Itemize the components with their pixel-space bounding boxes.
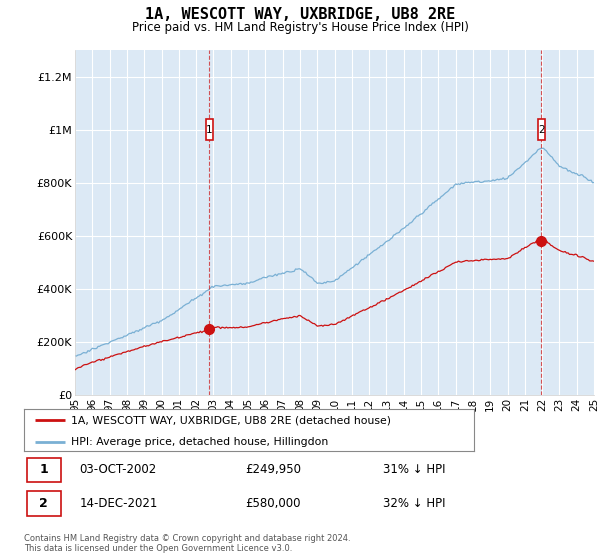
Text: HPI: Average price, detached house, Hillingdon: HPI: Average price, detached house, Hill… — [71, 437, 329, 446]
FancyBboxPatch shape — [27, 458, 61, 482]
Text: Price paid vs. HM Land Registry's House Price Index (HPI): Price paid vs. HM Land Registry's House … — [131, 21, 469, 34]
Text: 1A, WESCOTT WAY, UXBRIDGE, UB8 2RE: 1A, WESCOTT WAY, UXBRIDGE, UB8 2RE — [145, 7, 455, 22]
Text: 2: 2 — [538, 125, 545, 135]
Text: 1: 1 — [40, 463, 48, 477]
Text: £249,950: £249,950 — [245, 463, 301, 477]
Text: 31% ↓ HPI: 31% ↓ HPI — [383, 463, 445, 477]
Text: 32% ↓ HPI: 32% ↓ HPI — [383, 497, 445, 510]
Text: £580,000: £580,000 — [245, 497, 301, 510]
FancyBboxPatch shape — [27, 491, 61, 516]
Text: 03-OCT-2002: 03-OCT-2002 — [79, 463, 157, 477]
Bar — [538, 119, 545, 141]
Text: 1: 1 — [206, 125, 212, 135]
Text: 2: 2 — [40, 497, 48, 510]
Text: 1A, WESCOTT WAY, UXBRIDGE, UB8 2RE (detached house): 1A, WESCOTT WAY, UXBRIDGE, UB8 2RE (deta… — [71, 415, 391, 425]
Text: Contains HM Land Registry data © Crown copyright and database right 2024.
This d: Contains HM Land Registry data © Crown c… — [24, 534, 350, 553]
Text: 14-DEC-2021: 14-DEC-2021 — [79, 497, 158, 510]
Bar — [206, 119, 212, 141]
